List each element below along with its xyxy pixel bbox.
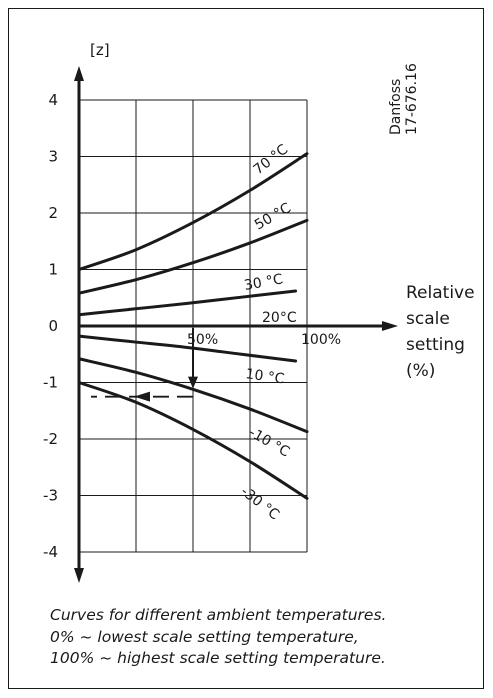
example-arrow-left xyxy=(134,391,150,402)
series-line xyxy=(77,152,309,271)
example-arrow-down xyxy=(188,376,198,389)
caption-line-2: 0% ~ lowest scale setting temperature, xyxy=(50,627,359,646)
x-tick-label: 100% xyxy=(301,332,341,348)
axes xyxy=(74,66,398,583)
y-tick-label: 3 xyxy=(48,148,58,166)
x-tick-label: 50% xyxy=(187,332,218,348)
series-line xyxy=(77,334,298,363)
caption-line-3: 100% ~ highest scale setting temperature… xyxy=(50,649,386,667)
series-line xyxy=(77,289,298,317)
series-label: -10 °C xyxy=(246,425,292,461)
caption-line-1: Curves for different ambient temperature… xyxy=(50,606,387,624)
y-tick-label: 0 xyxy=(48,317,58,335)
y-axis-arrow-up xyxy=(74,66,84,81)
y-tick-label: 2 xyxy=(48,204,58,222)
y-tick-label: 1 xyxy=(48,261,58,279)
curves xyxy=(77,152,309,500)
reference-brand: Danfoss xyxy=(388,79,404,135)
series-label: 30 °C xyxy=(243,271,284,294)
series-line xyxy=(77,357,309,434)
chart-frame xyxy=(8,8,484,689)
series-label: 10 °C xyxy=(244,366,285,387)
x-axis-label-line3: setting xyxy=(406,335,465,355)
series-label: -30 °C xyxy=(238,484,283,524)
reference-code: 17-676.16 xyxy=(404,63,420,135)
y-axis-label: [z] xyxy=(90,41,110,59)
x-axis-label-line2: scale xyxy=(406,309,450,329)
annotation-20c: 20°C xyxy=(262,310,297,326)
y-tick-label: 4 xyxy=(48,91,58,109)
x-axis-label-line4: (%) xyxy=(406,361,435,381)
y-tick-label: -3 xyxy=(43,487,58,505)
series-label: 70 °C xyxy=(251,141,292,178)
x-axis-label-line1: Relative xyxy=(406,283,475,303)
y-tick-label: -1 xyxy=(43,374,58,392)
y-axis-arrow-down xyxy=(74,568,84,583)
y-tick-label: -4 xyxy=(43,543,58,561)
series-line xyxy=(77,218,309,295)
figure-caption: Curves for different ambient temperature… xyxy=(50,605,490,670)
y-tick-label: -2 xyxy=(43,430,58,448)
x-axis-arrow xyxy=(382,321,398,331)
